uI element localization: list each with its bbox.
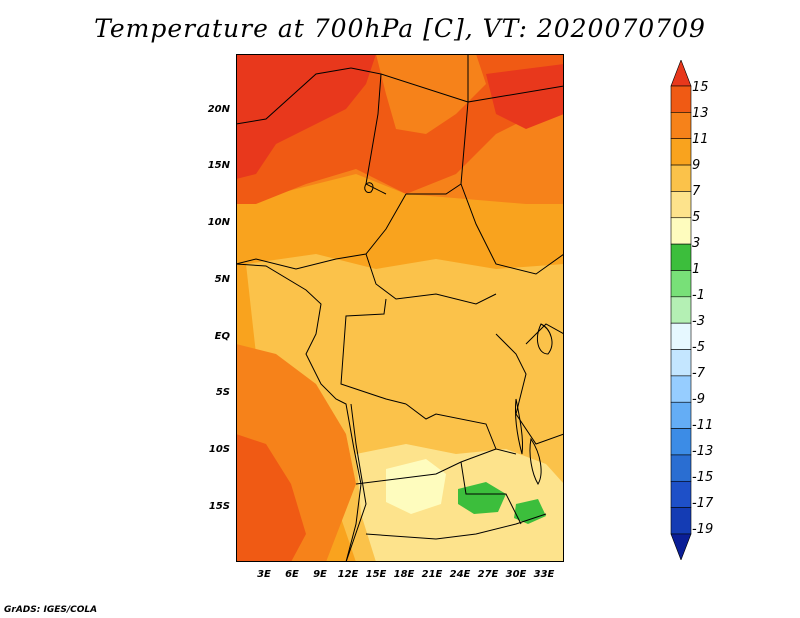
lat-label-15n: 15N [207,160,230,171]
lat-label-5s: 5S [215,387,230,398]
colorbar-segment [670,322,692,350]
grads-credit: GrADS: IGES/COLA [4,605,98,615]
colorbar-segment [670,507,692,535]
colorbar-segment [670,217,692,245]
colorbar-segment [670,243,692,271]
lon-label-27e: 27E [477,569,499,580]
country-borders [236,54,564,562]
colorbar-label-15: 15 [692,80,709,95]
temp-field-green-a [458,482,506,514]
lon-label-9e: 9E [313,569,327,580]
colorbar-label-5: 5 [692,210,701,225]
colorbar-label-13: 13 [692,106,709,121]
lon-label-18e: 18E [393,569,415,580]
temp-field-13to15 [236,54,376,179]
coastline [236,263,362,562]
colorbar [670,60,692,560]
colorbar-segment [670,480,692,508]
colorbar-label-neg1: -1 [692,288,705,303]
chart-title: Temperature at 700hPa [C], VT: 202007070… [94,14,706,43]
lon-label-15e: 15E [365,569,387,580]
colorbar-label-neg9: -9 [692,392,705,407]
colorbar-segment [670,349,692,377]
temp-field-13to15-ne [486,64,564,129]
lon-label-3e: 3E [257,569,271,580]
colorbar-segment [670,375,692,403]
lat-label-10s: 10S [208,444,230,455]
colorbar-segment [670,164,692,192]
colorbar-label-9: 9 [692,158,701,173]
lon-label-12e: 12E [337,569,359,580]
colorbar-arrow-bottom [670,533,692,560]
colorbar-label-11: 11 [692,132,709,147]
colorbar-label-neg19: -19 [692,522,714,537]
colorbar-label-neg11: -11 [692,418,714,433]
colorbar-segment [670,454,692,482]
colorbar-segment [670,191,692,219]
colorbar-label-neg15: -15 [692,470,714,485]
colorbar-arrow-top [670,60,692,87]
colorbar-segment [670,85,692,113]
lat-label-5n: 5N [214,274,230,285]
temp-field-1to3 [386,459,446,514]
lon-label-33e: 33E [533,569,555,580]
temperature-map [236,54,564,562]
map-border [236,54,564,562]
colorbar-label-neg5: -5 [692,340,705,355]
colorbar-label-1: 1 [692,262,701,277]
colorbar-label-7: 7 [692,184,701,199]
lon-label-30e: 30E [505,569,527,580]
colorbar-label-neg3: -3 [692,314,705,329]
colorbar-segment [670,138,692,166]
colorbar-label-neg13: -13 [692,444,714,459]
temp-field-sw-warm [236,434,306,562]
lat-label-20n: 20N [207,104,230,115]
colorbar-segment [670,270,692,298]
temp-field-9to11-north [376,54,486,134]
lon-label-24e: 24E [449,569,471,580]
lakes [364,182,553,485]
lat-label-10n: 10N [207,217,230,228]
colorbar-segment [670,401,692,429]
colorbar-label-neg17: -17 [692,496,714,511]
colorbar-segment [670,428,692,456]
lon-label-21e: 21E [421,569,443,580]
colorbar-label-neg7: -7 [692,366,705,381]
lon-label-6e: 6E [285,569,299,580]
lat-label-eq: EQ [214,331,230,342]
colorbar-label-3: 3 [692,236,701,251]
temp-field-green-b [514,499,546,524]
lat-label-15s: 15S [208,501,230,512]
colorbar-segment [670,296,692,324]
colorbar-segment [670,112,692,140]
